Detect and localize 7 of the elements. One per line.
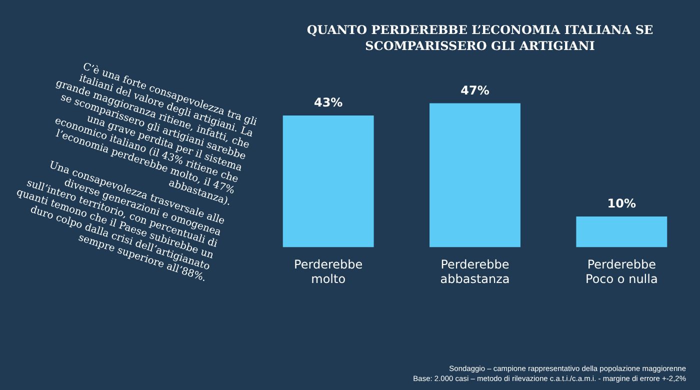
x-tick-label: Perderebbe Poco o nulla bbox=[586, 258, 658, 286]
data-label: 43% bbox=[314, 96, 343, 110]
x-tick-label: Perderebbe abbastanza bbox=[440, 258, 510, 286]
data-label: 47% bbox=[460, 83, 490, 98]
data-label: 10% bbox=[607, 196, 636, 211]
x-tick-label: Perderebbe molto bbox=[294, 258, 363, 286]
chart-title: QUANTO PERDEREBBE L’ECONOMIA ITALIANA SE SCOMPARISSERO GLI ARTIGIANI bbox=[306, 22, 654, 54]
